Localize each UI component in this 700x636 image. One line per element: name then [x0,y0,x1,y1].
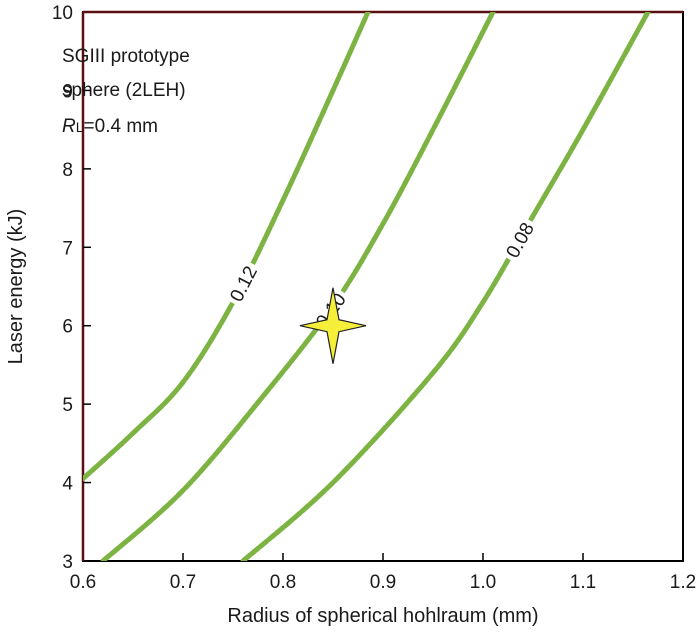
y-tick-label: 7 [62,238,73,259]
x-tick-label: 1.0 [470,572,496,593]
y-tick-label: 4 [62,474,73,495]
contour-label-bg [222,258,264,309]
annotation-r-value: =0.4 mm [84,116,158,137]
x-axis-title: Radius of spherical hohlraum (mm) [227,605,538,627]
y-tick-label: 8 [62,160,73,181]
y-tick-label: 6 [62,317,73,338]
y-axis-ticks: 3 4 5 6 7 8 9 10 [52,3,91,573]
annotation-line-2: sphere (2LEH) [62,80,186,101]
x-tick-label: 0.6 [70,572,96,593]
annotation-r-subscript: L [76,119,84,135]
annotation-r-symbol: R [62,116,76,137]
contour-line-0-08 [240,12,651,561]
y-tick-label: 10 [52,3,73,24]
y-tick-label: 9 [62,81,73,102]
x-tick-label: 0.8 [270,572,296,593]
x-tick-label: 0.7 [170,572,196,593]
contour-label-bg [498,214,541,265]
x-tick-label: 1.2 [670,572,696,593]
x-tick-label: 1.1 [570,572,596,593]
y-tick-label: 3 [62,552,73,573]
design-point-star-marker [299,287,367,364]
y-tick-label: 5 [62,395,73,416]
y-axis-title: Laser energy (kJ) [5,209,27,365]
x-tick-label: 0.9 [370,572,396,593]
annotation-line-3: RL=0.4 mm [62,116,158,137]
annotation-line-1: SGIII prototype [62,46,190,67]
x-axis-ticks: 0.6 0.7 0.8 0.9 1.0 1.1 1.2 [70,553,696,593]
